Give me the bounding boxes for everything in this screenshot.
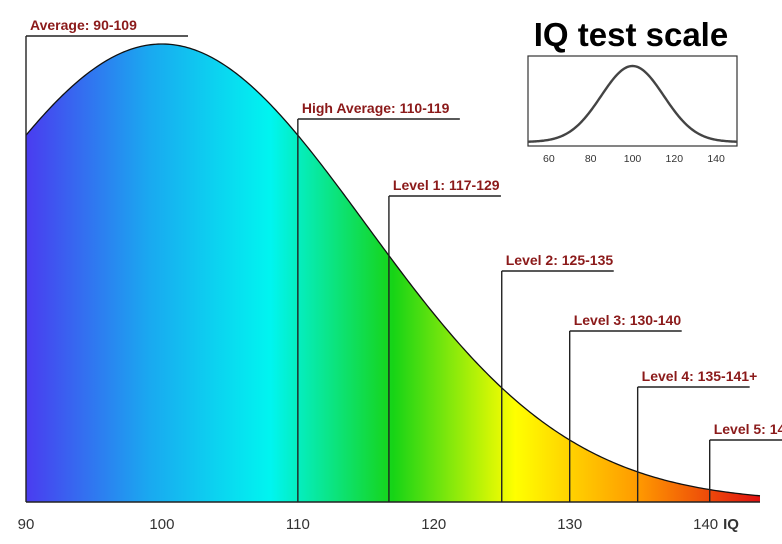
x-tick-label: 100 — [149, 516, 174, 533]
level-label: Level 4: 135-141+ — [642, 368, 758, 384]
x-tick-label: 130 — [557, 516, 582, 533]
inset-title: IQ test scale — [534, 16, 728, 53]
level-label: High Average: 110-119 — [302, 100, 450, 116]
level-label: Level 1: 117-129 — [393, 177, 500, 193]
inset-curve — [527, 64, 738, 143]
level-annotation: Level 5: 141+ — [709, 421, 782, 502]
level-annotation: Average: 90-109 — [25, 17, 188, 502]
inset-chart: IQ test scale 60 80 100 120 140 — [527, 16, 738, 165]
x-tick-label: 110 — [286, 516, 310, 533]
level-annotation: Level 1: 117-129 — [388, 177, 501, 502]
level-annotation: Level 4: 135-141+ — [636, 368, 758, 502]
level-label: Level 5: 141+ — [714, 421, 782, 437]
level-annotation: Level 3: 130-140 — [569, 312, 682, 502]
level-annotation: High Average: 110-119 — [297, 100, 460, 502]
inset-tick-label: 120 — [666, 153, 684, 165]
x-tick-label: 120 — [421, 516, 446, 533]
level-label: Average: 90-109 — [30, 17, 137, 33]
x-axis-label: IQ — [723, 516, 739, 533]
inset-frame — [527, 55, 738, 147]
inset-tick-label: 80 — [585, 153, 597, 165]
main-plot: Average: 90-109 High Average: 110-119 Leve… — [18, 17, 782, 533]
inset-tick-label: 100 — [624, 153, 642, 165]
distribution-area — [26, 44, 760, 502]
level-annotation: Level 2: 125-135 — [501, 252, 614, 502]
level-label: Level 3: 130-140 — [574, 312, 682, 328]
x-tick-label: 90 — [18, 516, 35, 533]
level-label: Level 2: 125-135 — [506, 252, 614, 268]
inset-tick-label: 60 — [543, 153, 555, 165]
x-tick-label: 140 — [693, 516, 718, 533]
inset-tick-label: 140 — [707, 153, 725, 165]
